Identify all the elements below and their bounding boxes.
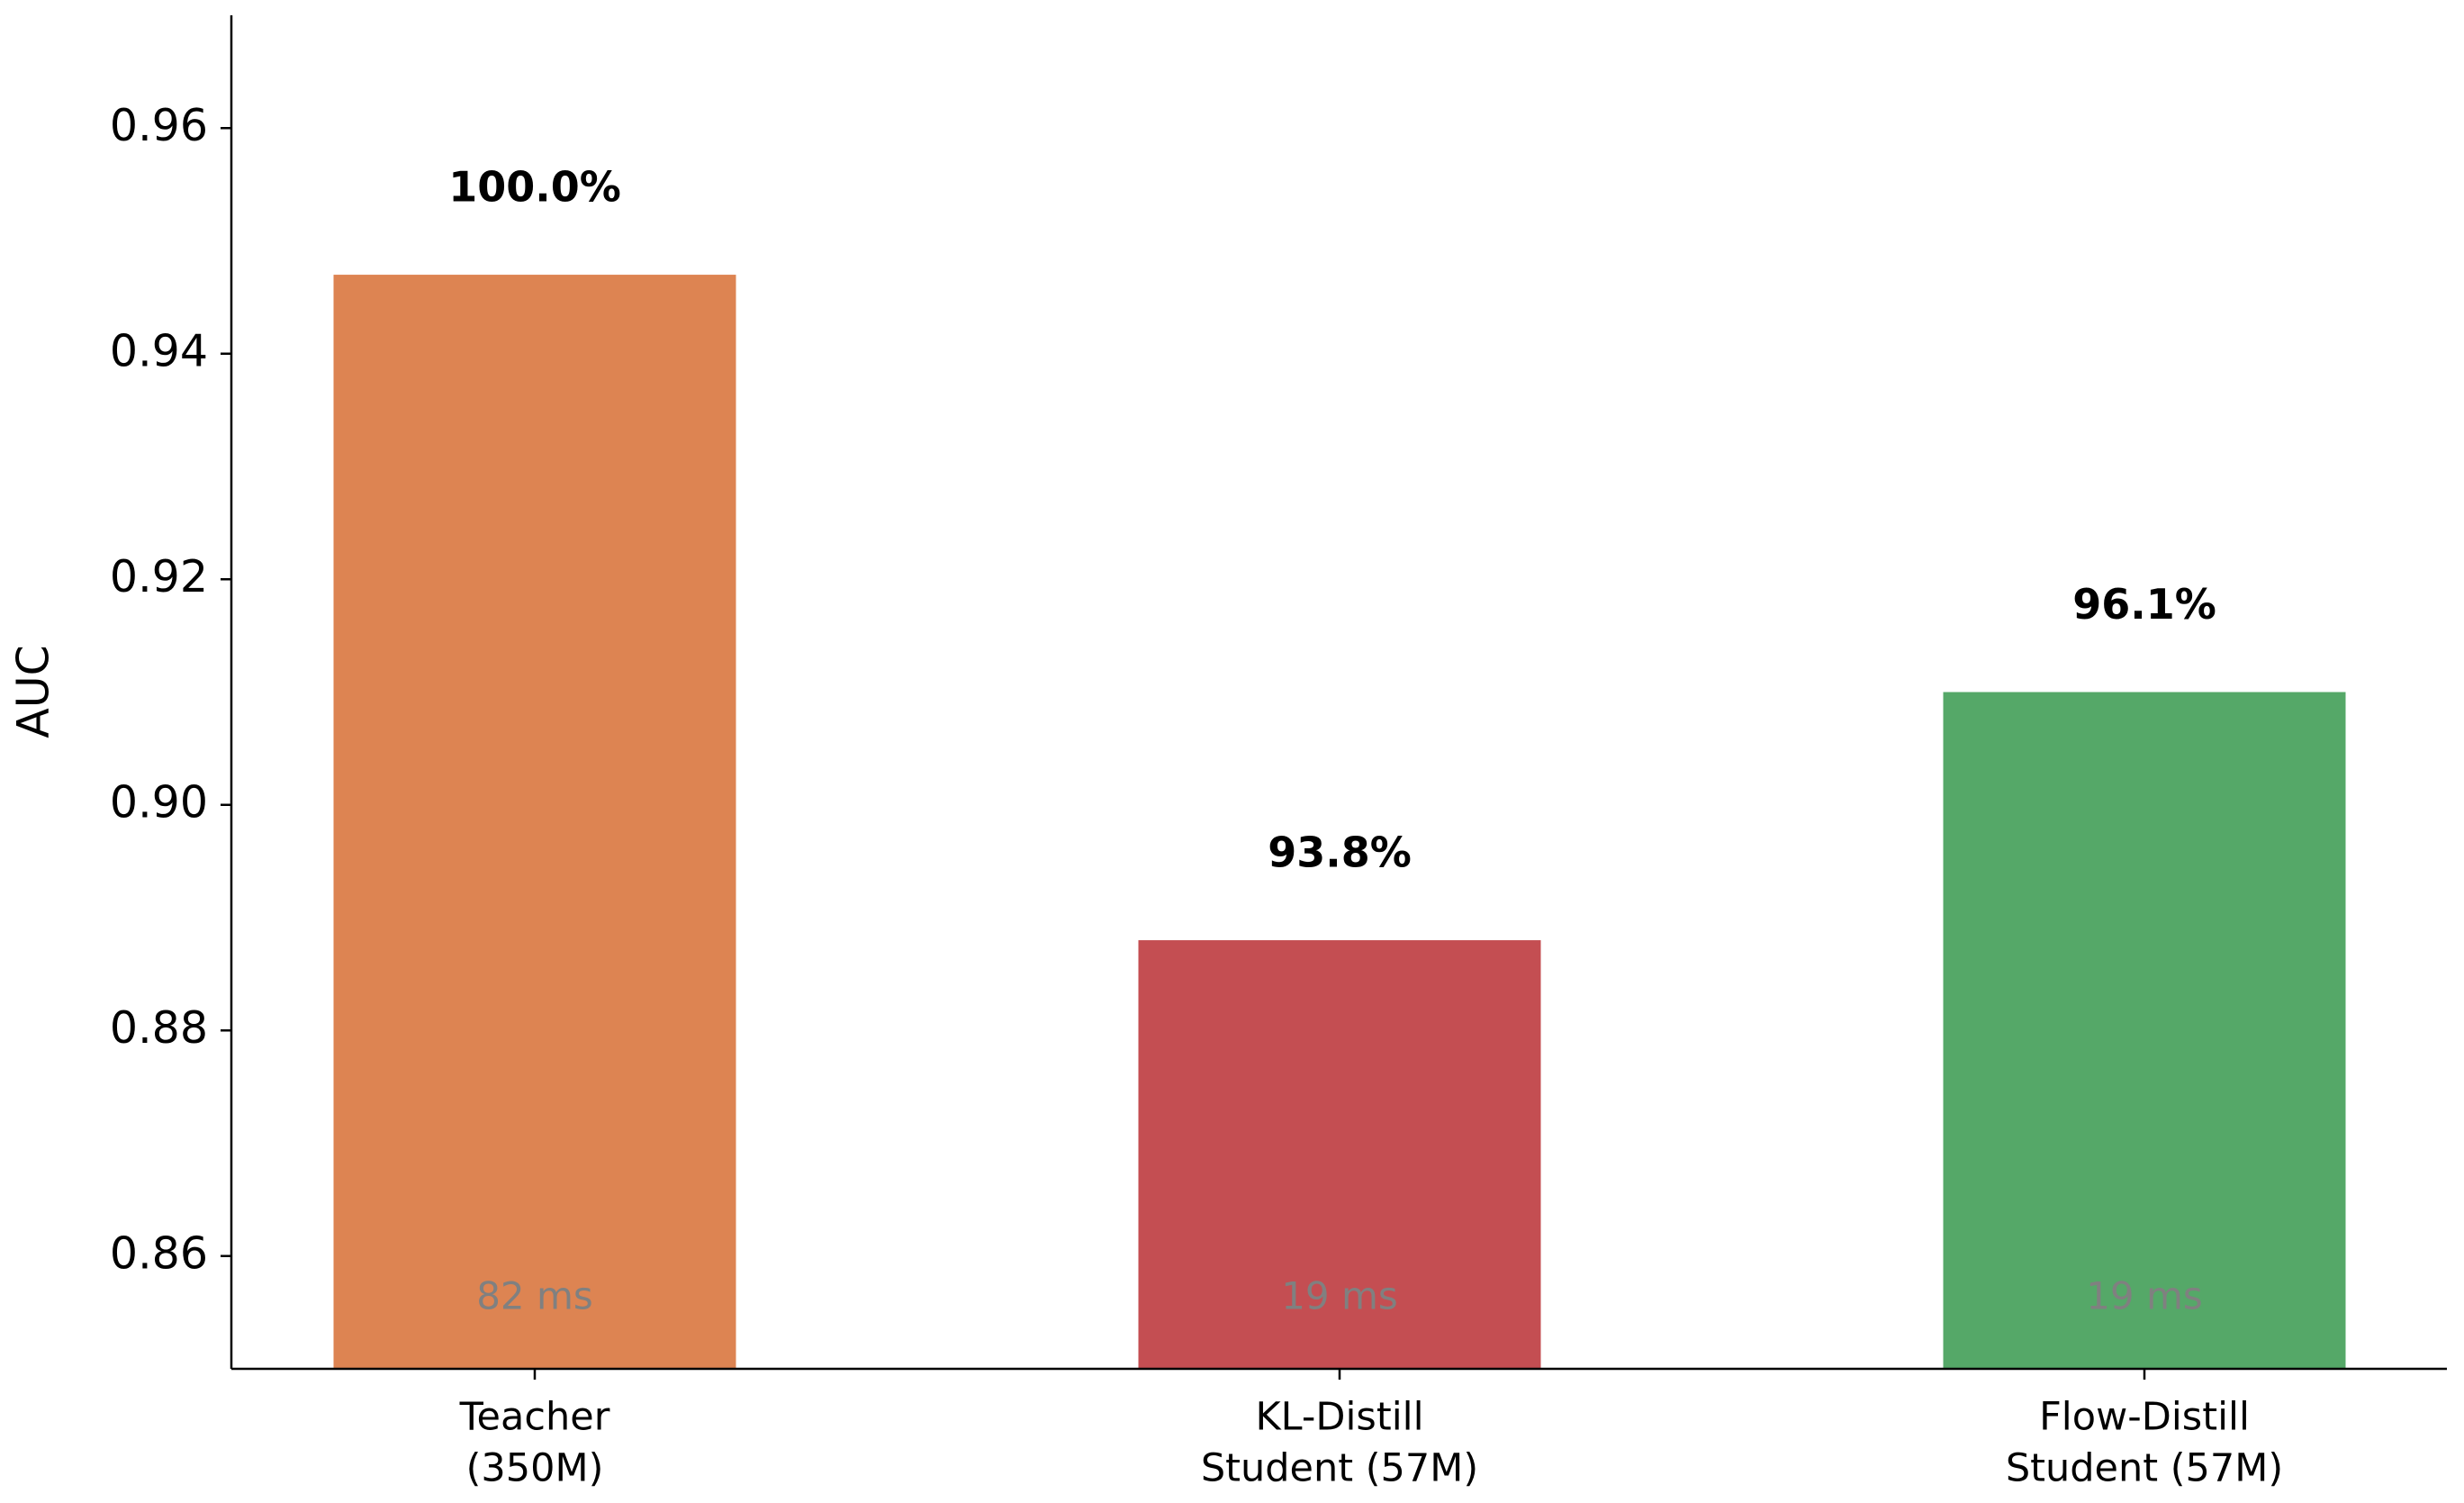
latency-label: 19 ms xyxy=(1281,1274,1398,1318)
bar xyxy=(1943,692,2346,1369)
y-tick-label: 0.92 xyxy=(110,551,208,602)
relative-label: 96.1% xyxy=(2072,580,2216,629)
relative-label: 93.8% xyxy=(1268,828,1412,877)
y-tick-label: 0.90 xyxy=(110,776,208,828)
x-tick-label: Flow-Distill xyxy=(2039,1395,2250,1440)
x-tick-label: Student (57M) xyxy=(1201,1446,1478,1491)
y-tick-label: 0.94 xyxy=(110,325,208,376)
x-tick-label: KL-Distill xyxy=(1255,1395,1423,1440)
x-tick-label: (350M) xyxy=(466,1446,604,1491)
y-tick-label: 0.88 xyxy=(110,1002,208,1054)
latency-label: 82 ms xyxy=(476,1274,593,1318)
x-tick-label: Teacher xyxy=(459,1395,610,1440)
latency-label: 19 ms xyxy=(2086,1274,2203,1318)
y-tick-label: 0.96 xyxy=(110,100,208,151)
y-tick-label: 0.86 xyxy=(110,1227,208,1279)
bar xyxy=(333,275,736,1370)
relative-label: 100.0% xyxy=(448,163,621,212)
x-tick-label: Student (57M) xyxy=(2006,1446,2283,1491)
y-axis-label: AUC xyxy=(8,645,59,738)
bar xyxy=(1138,940,1541,1369)
